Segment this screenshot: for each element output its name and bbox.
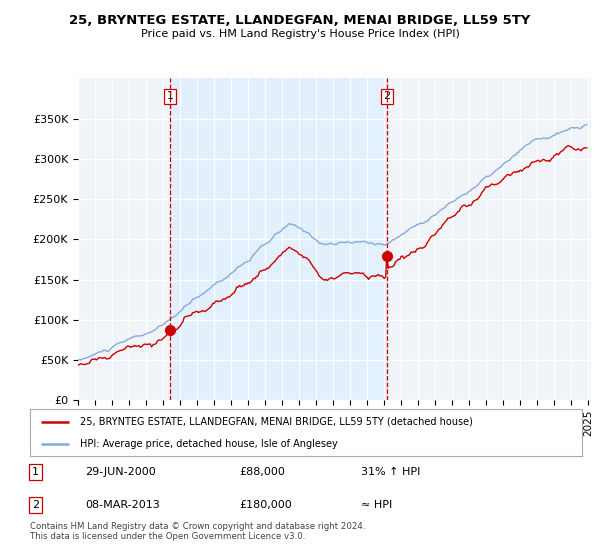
Text: 2: 2 <box>383 91 391 101</box>
Text: £180,000: £180,000 <box>240 500 293 510</box>
Text: 29-JUN-2000: 29-JUN-2000 <box>85 467 156 477</box>
Text: 1: 1 <box>32 467 39 477</box>
Text: Price paid vs. HM Land Registry's House Price Index (HPI): Price paid vs. HM Land Registry's House … <box>140 29 460 39</box>
Text: HPI: Average price, detached house, Isle of Anglesey: HPI: Average price, detached house, Isle… <box>80 438 337 449</box>
Text: 31% ↑ HPI: 31% ↑ HPI <box>361 467 421 477</box>
Text: 2: 2 <box>32 500 39 510</box>
Text: £88,000: £88,000 <box>240 467 286 477</box>
Text: Contains HM Land Registry data © Crown copyright and database right 2024.
This d: Contains HM Land Registry data © Crown c… <box>30 522 365 542</box>
Text: ≈ HPI: ≈ HPI <box>361 500 392 510</box>
Bar <box>170 78 387 400</box>
Text: 1: 1 <box>167 91 173 101</box>
Text: 25, BRYNTEG ESTATE, LLANDEGFAN, MENAI BRIDGE, LL59 5TY (detached house): 25, BRYNTEG ESTATE, LLANDEGFAN, MENAI BR… <box>80 417 473 427</box>
Text: 08-MAR-2013: 08-MAR-2013 <box>85 500 160 510</box>
Text: 25, BRYNTEG ESTATE, LLANDEGFAN, MENAI BRIDGE, LL59 5TY: 25, BRYNTEG ESTATE, LLANDEGFAN, MENAI BR… <box>70 14 530 27</box>
